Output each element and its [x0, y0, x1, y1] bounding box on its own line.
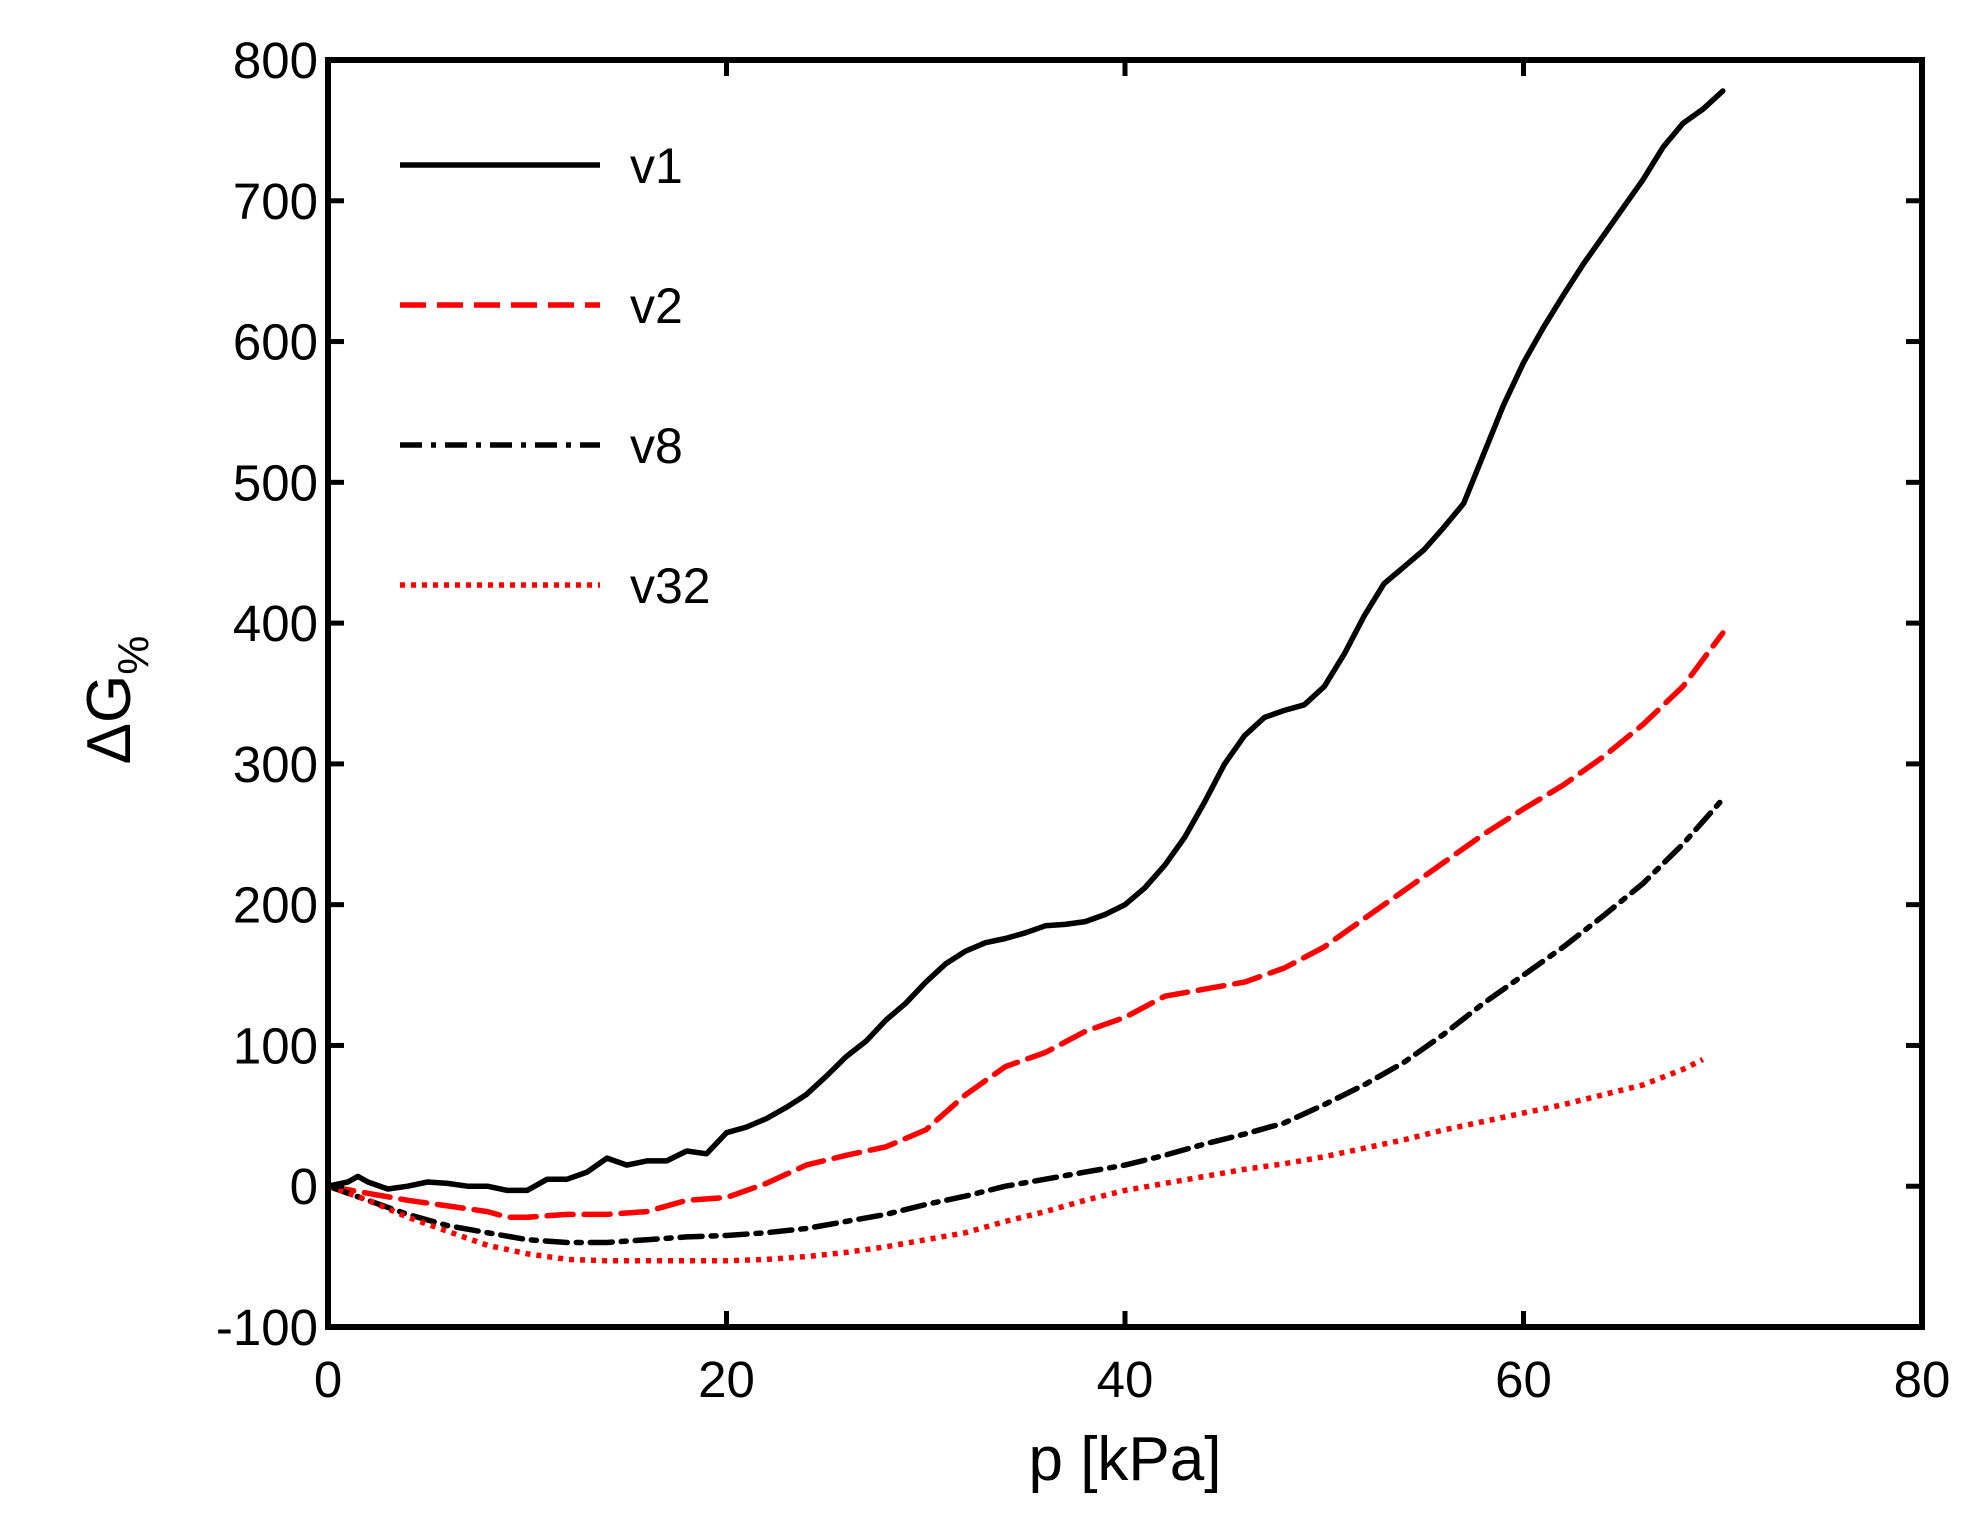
- y-tick-label: 400: [233, 595, 318, 652]
- x-tick-label: 40: [1097, 1351, 1154, 1408]
- legend-item-v1: v1: [400, 138, 683, 194]
- y-tick-label: 0: [290, 1158, 318, 1215]
- series-line-v32: [327, 1057, 1705, 1264]
- x-tick-label: 80: [1894, 1351, 1951, 1408]
- y-axis-title-main: ΔG: [75, 675, 144, 765]
- x-tick-label: 20: [698, 1351, 755, 1408]
- series-layer: [325, 88, 1726, 1264]
- legend-label-v8: v8: [630, 418, 683, 474]
- legend-label-v2: v2: [630, 278, 683, 334]
- legend-label-v1: v1: [630, 138, 683, 194]
- legend-item-v2: v2: [400, 278, 683, 334]
- y-tick-label: 600: [233, 314, 318, 371]
- y-tick-label: 700: [233, 173, 318, 230]
- series-line-v2: [325, 630, 1726, 1220]
- y-tick-label: 500: [233, 454, 318, 511]
- y-tick-label: -100: [216, 1299, 318, 1356]
- y-tick-label: 800: [233, 32, 318, 89]
- y-tick-label: 100: [233, 1017, 318, 1074]
- series-line-v1: [325, 88, 1726, 1194]
- x-axis-title: p [kPa]: [1029, 1425, 1222, 1494]
- plot-frame: [325, 57, 1925, 1330]
- y-tick-label: 300: [233, 736, 318, 793]
- y-axis-title: ΔG%: [75, 636, 158, 765]
- y-tick-label: 200: [233, 877, 318, 934]
- legend: v1 v2 v8 v32: [400, 138, 711, 614]
- legend-label-v32: v32: [630, 558, 711, 614]
- y-axis-title-subscript: %: [109, 636, 158, 675]
- legend-item-v32: v32: [400, 558, 711, 614]
- axis-labels: p [kPa] ΔG%: [75, 636, 1222, 1494]
- legend-item-v8: v8: [400, 418, 683, 474]
- x-tick-label: 60: [1495, 1351, 1552, 1408]
- series-line-v8: [325, 796, 1726, 1246]
- x-tick-label: 0: [314, 1351, 342, 1408]
